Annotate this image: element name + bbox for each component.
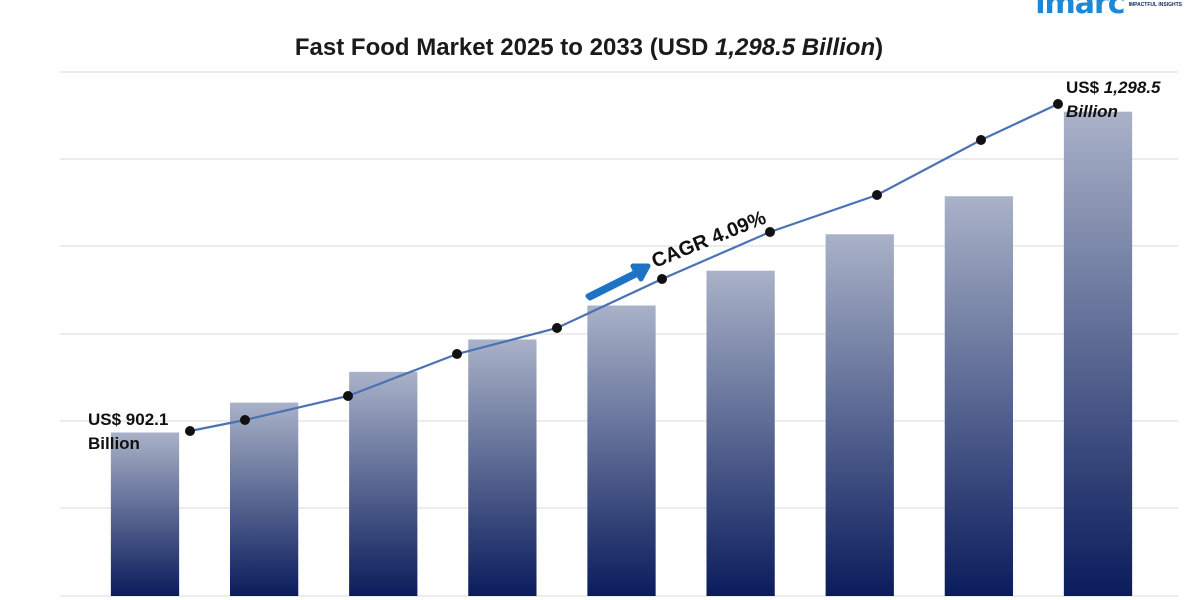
bar-2026 (229, 402, 299, 596)
start-value-callout: US$ 902.1 Billion (88, 408, 168, 456)
trend-marker (1053, 99, 1063, 109)
bar-2032 (944, 196, 1014, 597)
trend-line-group (185, 99, 1063, 436)
trend-marker (552, 323, 562, 333)
bar-2031 (825, 234, 894, 596)
title-suffix: ) (875, 34, 884, 61)
trend-marker (872, 190, 882, 200)
brand-logo: imarc IMPACTFUL INSIGHTS (1035, 0, 1182, 21)
title-prefix: Fast Food Market 2025 to 2033 (USD (294, 34, 716, 61)
chart-title: Fast Food Market 2025 to 2033 (USD 1,298… (0, 34, 1178, 62)
logo-text: imarc (1035, 0, 1125, 21)
end-value-number: 1,298.5 (1103, 78, 1161, 97)
trend-line (189, 103, 1059, 433)
bars (110, 111, 1133, 597)
trend-marker (657, 274, 667, 284)
end-value-prefix: US$ (1066, 78, 1104, 97)
bar-2025 (110, 432, 180, 596)
bar-2033 (1063, 111, 1133, 596)
start-value-line1: US$ 902.1 (88, 410, 169, 429)
trend-marker (976, 135, 986, 145)
end-value-callout: US$ 1,298.5 Billion (1066, 76, 1161, 124)
title-value: 1,298.5 Billion (715, 34, 876, 61)
logo-subtext: IMPACTFUL INSIGHTS (1128, 2, 1182, 8)
cagr-arrow-icon (585, 263, 651, 301)
start-value-line2: Billion (88, 434, 140, 453)
bar-2028 (468, 339, 537, 596)
bar-2027 (349, 371, 418, 596)
bar-2029 (587, 305, 656, 596)
end-value-line2: Billion (1066, 102, 1118, 121)
trend-marker (240, 415, 250, 425)
trend-marker (452, 349, 462, 359)
trend-marker (343, 391, 353, 401)
trend-marker (185, 426, 195, 436)
bar-2030 (706, 270, 775, 596)
trend-marker (765, 227, 775, 237)
